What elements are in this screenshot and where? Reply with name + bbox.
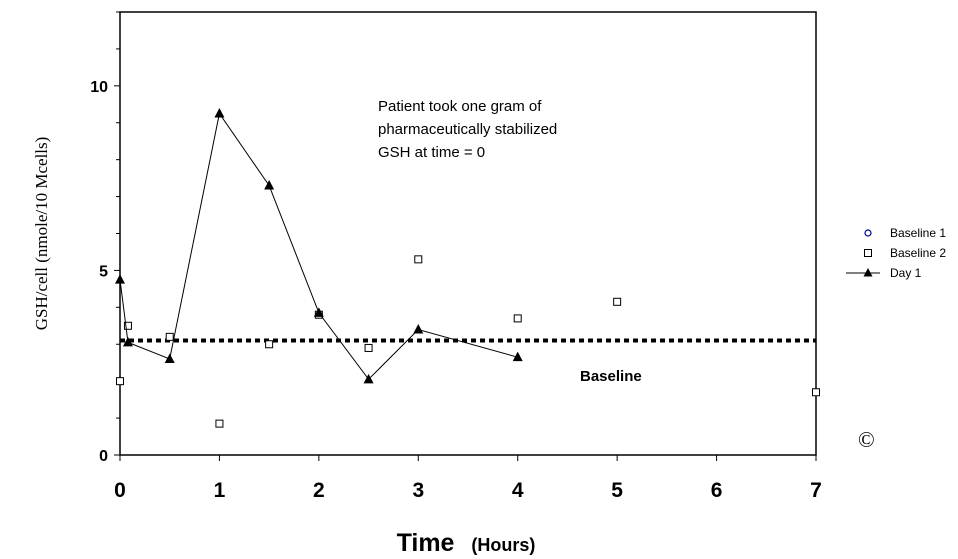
copyright-mark: © [858, 427, 875, 452]
legend-label: Baseline 2 [890, 246, 946, 260]
series-day-1 [115, 108, 523, 384]
y-axis: 0 5 10 [90, 11, 120, 465]
x-tick-label: 0 [114, 479, 126, 502]
legend-marker-square [864, 249, 872, 257]
x-axis-label-unit: (Hours) [471, 535, 535, 555]
legend-marker-triangle [863, 268, 873, 277]
x-tick-label: 5 [611, 479, 623, 502]
series-layer [115, 108, 820, 428]
data-point [812, 388, 820, 397]
data-point [215, 419, 224, 428]
legend-marker-circle [864, 229, 872, 237]
data-point [313, 307, 324, 317]
data-point [116, 377, 124, 386]
series-baseline-2 [116, 255, 820, 428]
annotation-line: GSH at time = 0 [378, 144, 485, 161]
x-tick-label: 2 [313, 479, 325, 502]
data-point [363, 373, 374, 384]
plot-area [119, 11, 817, 456]
data-point [115, 274, 125, 284]
data-point [264, 180, 275, 190]
legend-item: Baseline 2 [864, 246, 946, 260]
x-axis-label-main: Time [397, 529, 455, 557]
y-axis-label: GSH/cell (nmole/10 Mcells) [32, 137, 51, 331]
data-point [214, 108, 225, 118]
x-axis: 0 1 2 3 4 5 6 7 [114, 455, 822, 502]
data-point [164, 353, 175, 364]
annotation-text: Patient took one gram of pharmaceutically… [378, 98, 557, 161]
x-tick-label: 1 [214, 479, 226, 502]
plot-frame [119, 11, 817, 456]
x-axis-label: Time (Hours) [397, 529, 536, 557]
y-tick-label: 10 [90, 79, 108, 96]
legend-item: Baseline 1 [864, 226, 946, 240]
legend-label: Baseline 1 [890, 226, 946, 240]
y-tick-label: 0 [99, 448, 108, 465]
annotation-line: Patient took one gram of [378, 98, 542, 115]
data-point [613, 297, 622, 306]
data-point [512, 351, 523, 362]
data-point [122, 336, 133, 347]
data-point [414, 255, 423, 264]
data-point [513, 314, 522, 323]
legend-item: Day 1 [846, 266, 922, 280]
x-tick-label: 6 [711, 479, 723, 502]
data-point [364, 343, 373, 352]
x-tick-label: 7 [810, 479, 822, 502]
data-point [123, 321, 132, 330]
legend: Baseline 1 Baseline 2 Day 1 [846, 226, 946, 280]
data-point [413, 323, 424, 334]
data-point [265, 340, 274, 349]
legend-label: Day 1 [890, 266, 922, 280]
x-tick-label: 4 [512, 479, 524, 502]
baseline-label: Baseline [580, 368, 642, 385]
data-point [165, 332, 174, 341]
annotation-line: pharmaceutically stabilized [378, 121, 557, 138]
y-tick-label: 5 [99, 263, 108, 280]
x-tick-label: 3 [412, 479, 424, 502]
